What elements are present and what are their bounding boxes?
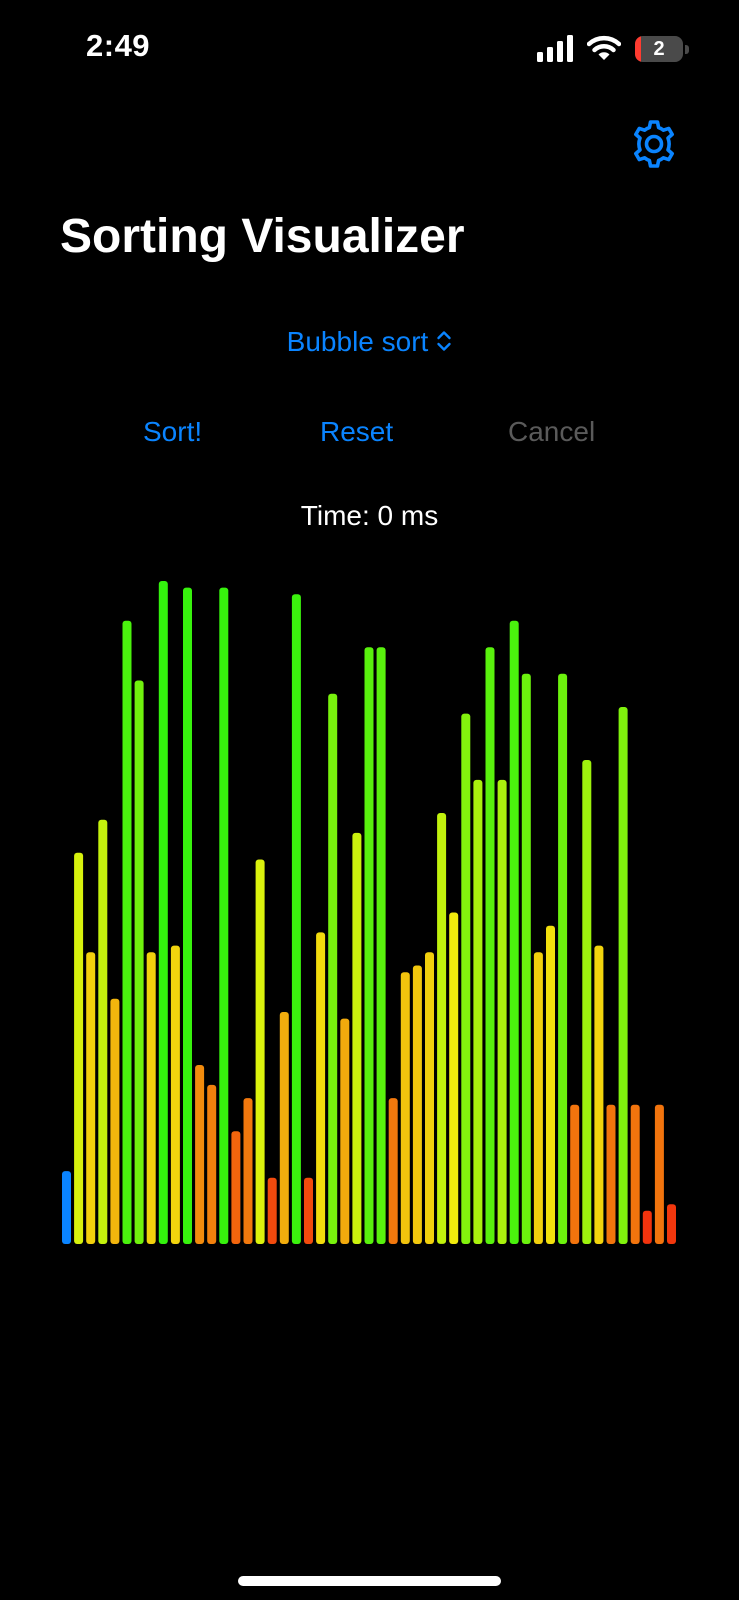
bar (667, 1204, 676, 1244)
battery-fill (635, 36, 641, 62)
bar (461, 713, 471, 1244)
status-time: 2:49 (86, 28, 151, 63)
bar (546, 925, 555, 1244)
bar (509, 620, 519, 1244)
bar (110, 998, 120, 1244)
bar (255, 859, 265, 1244)
bar (328, 693, 338, 1244)
bar (630, 1104, 640, 1244)
bar (388, 1098, 398, 1244)
time-unit: ms (400, 500, 439, 531)
algorithm-picker[interactable]: Bubble sort (0, 326, 739, 358)
bar (412, 965, 422, 1244)
bar (146, 952, 156, 1244)
bar (98, 819, 108, 1244)
cellular-signal-icon (537, 35, 573, 62)
bar (437, 813, 447, 1244)
algorithm-picker-label: Bubble sort (286, 326, 429, 357)
bar (243, 1098, 253, 1244)
bar (219, 587, 229, 1244)
page-title: Sorting Visualizer (60, 210, 465, 263)
bar (449, 912, 459, 1244)
bar (582, 760, 592, 1244)
chevron-up-down-icon (437, 330, 452, 351)
time-value: 0 (377, 500, 394, 531)
bar (618, 707, 628, 1244)
bar (497, 779, 507, 1244)
bar (291, 594, 301, 1244)
bar (195, 1065, 205, 1244)
bar (521, 673, 531, 1244)
bar (158, 581, 168, 1244)
bar (279, 1012, 289, 1244)
status-bar: 2:49 2 (0, 0, 739, 100)
bar (86, 952, 96, 1244)
bar (122, 620, 132, 1244)
bar (74, 852, 84, 1244)
time-prefix: Time: (300, 500, 370, 531)
bar (267, 1177, 277, 1244)
status-icons: 2 (537, 34, 689, 64)
bar (654, 1104, 664, 1244)
bar (473, 779, 483, 1244)
time-readout: Time: 0 ms (0, 500, 739, 532)
gear-icon (634, 120, 674, 168)
bar (316, 932, 326, 1244)
bar (183, 587, 192, 1244)
bar (642, 1210, 652, 1244)
bar (485, 647, 495, 1244)
bar (62, 1171, 71, 1244)
bar (231, 1131, 241, 1244)
sort-button[interactable]: Sort! (143, 416, 203, 447)
bar (207, 1084, 217, 1244)
bar (533, 952, 543, 1244)
bar (134, 680, 144, 1244)
bar (170, 945, 180, 1244)
bar (606, 1104, 616, 1244)
bar (425, 952, 434, 1244)
bar (376, 647, 386, 1244)
bar (352, 832, 362, 1244)
reset-button[interactable]: Reset (320, 416, 394, 447)
bar (570, 1104, 580, 1244)
bar (304, 1177, 313, 1244)
home-indicator[interactable] (238, 1576, 501, 1586)
bar (340, 1018, 350, 1244)
bar (594, 945, 604, 1244)
bar (400, 972, 410, 1244)
wifi-icon (587, 35, 621, 60)
bar (364, 647, 374, 1244)
settings-button[interactable] (628, 118, 680, 170)
bar (558, 673, 568, 1244)
battery-cap (685, 45, 689, 54)
battery-level: 2 (653, 38, 665, 60)
cancel-button[interactable]: Cancel (508, 416, 596, 447)
battery-icon: 2 (635, 36, 683, 62)
